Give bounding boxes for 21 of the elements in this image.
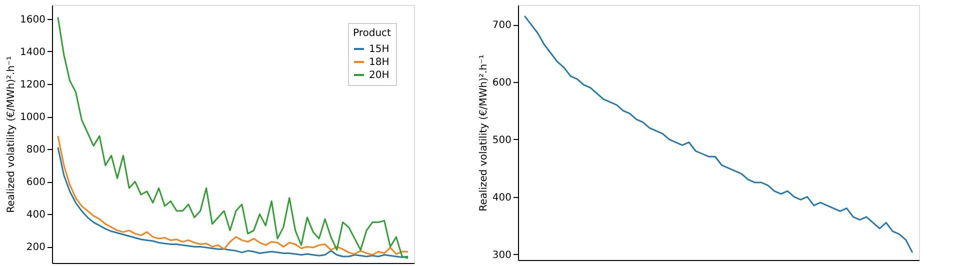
y-tick-label: 400 <box>26 210 46 221</box>
y-tick-label: 1200 <box>20 79 46 90</box>
legend-title: Product <box>353 28 392 39</box>
y-tick-label: 600 <box>26 177 46 188</box>
y-tick-label: 1400 <box>20 46 46 58</box>
y-tick-label: 800 <box>26 144 46 156</box>
legend-label: 15H <box>369 44 390 55</box>
y-tick-label: 600 <box>492 77 512 88</box>
legend-label: 18H <box>369 57 390 68</box>
y-tick-label: 400 <box>492 192 512 204</box>
y-tick-label: 1600 <box>20 14 46 26</box>
line-series <box>524 15 914 254</box>
legend-label: 20H <box>369 70 390 81</box>
y-tick-label: 1000 <box>20 112 46 123</box>
y-tick-label: 500 <box>492 134 512 146</box>
line-series <box>57 16 409 259</box>
y-axis-title: Realized volatility (€/MWh)².h⁻¹ <box>478 54 490 212</box>
y-axis-title: Realized volatility (€/MWh)².h⁻¹ <box>6 56 18 213</box>
y-tick-label: 700 <box>492 20 512 32</box>
y-tick-label: 200 <box>26 242 46 254</box>
y-tick-label: 300 <box>492 250 512 261</box>
